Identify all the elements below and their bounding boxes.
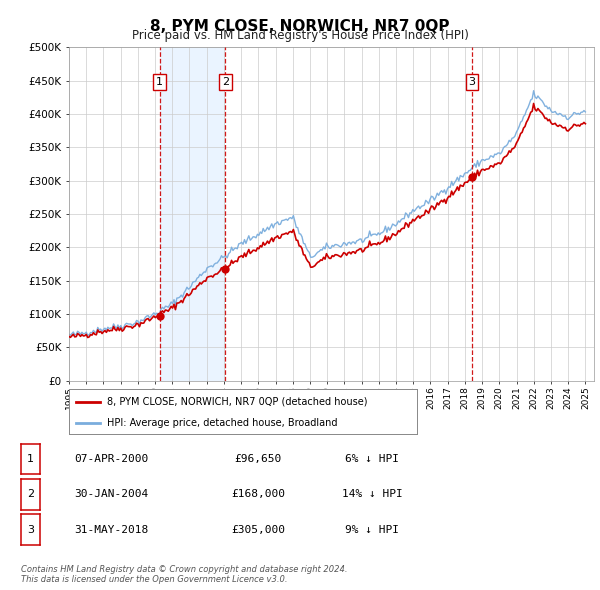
Text: £305,000: £305,000 [231, 525, 285, 535]
Text: 1: 1 [27, 454, 34, 464]
Text: 9% ↓ HPI: 9% ↓ HPI [345, 525, 399, 535]
Text: 07-APR-2000: 07-APR-2000 [74, 454, 148, 464]
Text: £168,000: £168,000 [231, 490, 285, 499]
Text: 8, PYM CLOSE, NORWICH, NR7 0QP (detached house): 8, PYM CLOSE, NORWICH, NR7 0QP (detached… [107, 397, 368, 407]
Text: £96,650: £96,650 [235, 454, 281, 464]
Text: 3: 3 [27, 525, 34, 535]
Text: 31-MAY-2018: 31-MAY-2018 [74, 525, 148, 535]
Bar [160, 47, 225, 381]
Text: 8, PYM CLOSE, NORWICH, NR7 0QP: 8, PYM CLOSE, NORWICH, NR7 0QP [150, 19, 450, 34]
Text: Price paid vs. HM Land Registry's House Price Index (HPI): Price paid vs. HM Land Registry's House … [131, 30, 469, 42]
Text: 14% ↓ HPI: 14% ↓ HPI [341, 490, 403, 499]
Text: HPI: Average price, detached house, Broadland: HPI: Average price, detached house, Broa… [107, 418, 338, 428]
Text: 1: 1 [156, 77, 163, 87]
Text: 2: 2 [222, 77, 229, 87]
Text: 6% ↓ HPI: 6% ↓ HPI [345, 454, 399, 464]
Text: 2: 2 [27, 490, 34, 499]
Text: Contains HM Land Registry data © Crown copyright and database right 2024.
This d: Contains HM Land Registry data © Crown c… [21, 565, 347, 584]
Text: 30-JAN-2004: 30-JAN-2004 [74, 490, 148, 499]
Text: 3: 3 [469, 77, 476, 87]
